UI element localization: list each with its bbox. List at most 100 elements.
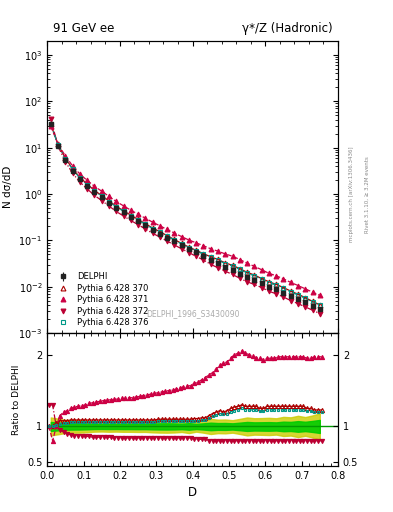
Pythia 6.428 371	[281, 276, 286, 282]
Pythia 6.428 372	[63, 159, 68, 165]
Pythia 6.428 371	[107, 194, 111, 200]
Pythia 6.428 376	[310, 299, 315, 305]
Pythia 6.428 370	[99, 193, 104, 199]
Pythia 6.428 372	[274, 291, 279, 297]
Pythia 6.428 376	[48, 121, 53, 127]
Pythia 6.428 376	[230, 263, 235, 269]
Pythia 6.428 371	[136, 211, 140, 217]
Text: DELPHI_1996_S3430090: DELPHI_1996_S3430090	[146, 310, 239, 318]
Pythia 6.428 376	[99, 193, 104, 199]
Pythia 6.428 370	[310, 298, 315, 305]
Pythia 6.428 371	[56, 141, 61, 147]
Pythia 6.428 371	[266, 270, 271, 276]
Pythia 6.428 372	[201, 257, 206, 263]
Pythia 6.428 376	[56, 142, 61, 148]
Pythia 6.428 376	[107, 199, 111, 205]
Pythia 6.428 371	[252, 263, 257, 269]
Pythia 6.428 376	[288, 289, 293, 295]
Pythia 6.428 370	[56, 141, 61, 147]
Pythia 6.428 371	[223, 251, 228, 257]
Pythia 6.428 372	[194, 253, 198, 260]
Pythia 6.428 370	[92, 187, 97, 194]
Pythia 6.428 370	[266, 279, 271, 285]
Pythia 6.428 371	[114, 199, 119, 205]
Pythia 6.428 370	[288, 288, 293, 294]
Pythia 6.428 371	[165, 226, 169, 232]
Pythia 6.428 376	[245, 270, 250, 276]
Pythia 6.428 370	[259, 275, 264, 282]
Pythia 6.428 372	[70, 170, 75, 176]
Pythia 6.428 376	[194, 248, 198, 254]
Pythia 6.428 370	[245, 269, 250, 275]
Pythia 6.428 376	[158, 229, 162, 236]
Pythia 6.428 371	[179, 233, 184, 240]
Pythia 6.428 372	[230, 271, 235, 278]
Text: mcplots.cern.ch [arXiv:1306.3436]: mcplots.cern.ch [arXiv:1306.3436]	[349, 147, 354, 242]
Pythia 6.428 371	[70, 163, 75, 169]
Pythia 6.428 371	[237, 257, 242, 263]
Pythia 6.428 371	[194, 240, 198, 246]
Pythia 6.428 372	[252, 282, 257, 288]
Pythia 6.428 376	[187, 245, 191, 251]
Pythia 6.428 371	[150, 219, 155, 225]
Pythia 6.428 376	[179, 241, 184, 247]
Pythia 6.428 376	[252, 273, 257, 279]
Pythia 6.428 370	[179, 241, 184, 247]
X-axis label: D: D	[188, 486, 197, 499]
Pythia 6.428 372	[77, 179, 82, 185]
Pythia 6.428 370	[114, 203, 119, 209]
Pythia 6.428 370	[85, 181, 90, 187]
Text: 91 GeV ee: 91 GeV ee	[53, 22, 114, 35]
Pythia 6.428 370	[77, 174, 82, 180]
Pythia 6.428 372	[296, 301, 300, 307]
Text: γ*/Z (Hadronic): γ*/Z (Hadronic)	[242, 22, 332, 35]
Pythia 6.428 376	[281, 285, 286, 291]
Line: Pythia 6.428 371: Pythia 6.428 371	[48, 124, 322, 298]
Pythia 6.428 370	[107, 198, 111, 204]
Pythia 6.428 371	[92, 183, 97, 189]
Pythia 6.428 376	[70, 166, 75, 173]
Pythia 6.428 371	[129, 207, 133, 214]
Pythia 6.428 371	[310, 289, 315, 295]
Y-axis label: N dσ/dD: N dσ/dD	[3, 166, 13, 208]
Pythia 6.428 376	[150, 225, 155, 231]
Pythia 6.428 370	[150, 225, 155, 231]
Line: Pythia 6.428 372: Pythia 6.428 372	[48, 117, 322, 316]
Pythia 6.428 372	[208, 261, 213, 267]
Pythia 6.428 376	[296, 292, 300, 298]
Pythia 6.428 372	[56, 143, 61, 150]
Pythia 6.428 372	[223, 268, 228, 274]
Pythia 6.428 376	[172, 237, 177, 243]
Pythia 6.428 376	[266, 280, 271, 286]
Pythia 6.428 372	[259, 285, 264, 291]
Pythia 6.428 376	[208, 254, 213, 261]
Pythia 6.428 370	[201, 251, 206, 257]
Pythia 6.428 372	[114, 208, 119, 215]
Pythia 6.428 372	[266, 288, 271, 294]
Pythia 6.428 372	[310, 307, 315, 313]
Pythia 6.428 370	[237, 266, 242, 272]
Pythia 6.428 372	[245, 279, 250, 285]
Pythia 6.428 372	[187, 249, 191, 255]
Pythia 6.428 370	[70, 166, 75, 172]
Pythia 6.428 371	[216, 248, 220, 254]
Pythia 6.428 370	[136, 217, 140, 223]
Pythia 6.428 376	[143, 221, 148, 227]
Pythia 6.428 376	[136, 217, 140, 223]
Text: Rivet 3.1.10, ≥ 3.2M events: Rivet 3.1.10, ≥ 3.2M events	[365, 156, 370, 233]
Pythia 6.428 370	[303, 294, 308, 301]
Pythia 6.428 376	[237, 266, 242, 272]
Pythia 6.428 376	[114, 204, 119, 210]
Pythia 6.428 371	[121, 203, 126, 209]
Pythia 6.428 370	[296, 291, 300, 297]
Pythia 6.428 372	[136, 222, 140, 228]
Pythia 6.428 371	[208, 246, 213, 252]
Pythia 6.428 372	[143, 226, 148, 232]
Pythia 6.428 372	[129, 218, 133, 224]
Pythia 6.428 376	[77, 175, 82, 181]
Pythia 6.428 372	[303, 304, 308, 310]
Pythia 6.428 376	[216, 257, 220, 263]
Pythia 6.428 371	[187, 237, 191, 243]
Pythia 6.428 370	[252, 272, 257, 278]
Pythia 6.428 370	[208, 254, 213, 260]
